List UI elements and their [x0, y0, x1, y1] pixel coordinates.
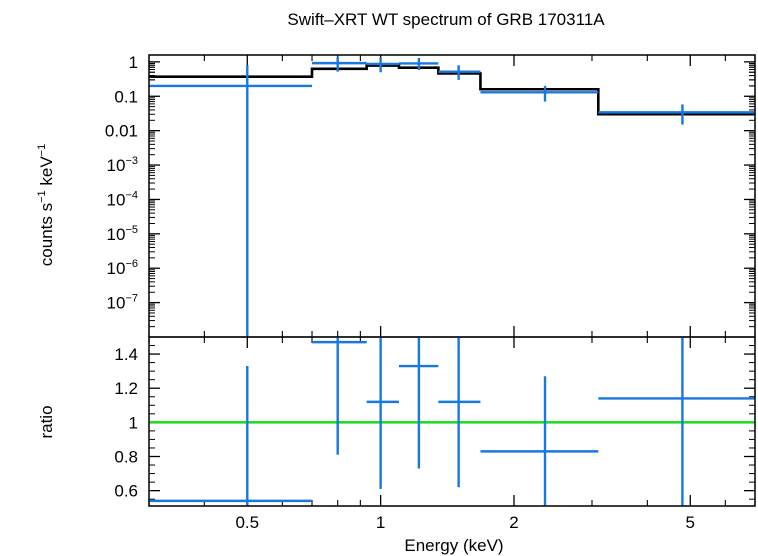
ratio-y-tick-label: 0.6 [114, 482, 138, 501]
spectrum-data-point [438, 65, 481, 80]
spectrum-y-tick-label: 10−3 [107, 155, 138, 175]
spectrum-data-point [312, 56, 367, 72]
x-tick-label: 2 [509, 513, 518, 532]
ratio-data-points [149, 337, 755, 506]
outer-frame [148, 54, 756, 507]
spectrum-data-points [149, 56, 755, 337]
ratio-data-point [366, 337, 399, 489]
ratio-y-tick-label: 1 [129, 413, 138, 432]
spectrum-y-axis-label: counts s−1 keV−1 [36, 144, 56, 266]
x-tick-label: 1 [376, 513, 385, 532]
y-label-exp1: −1 [36, 190, 48, 203]
ratio-y-tick-label: 1.4 [114, 345, 138, 364]
spectrum-data-point [598, 104, 755, 125]
y-label-counts: counts s [37, 203, 56, 266]
spectrum-frame [148, 54, 756, 338]
spectrum-data-point [398, 57, 439, 71]
ratio-data-point [312, 337, 367, 455]
chart-title: Swift–XRT WT spectrum of GRB 170311A [287, 10, 605, 29]
ratio-data-point [598, 337, 755, 506]
spectrum-y-tick-label: 1 [129, 53, 138, 72]
spectrum-y-tick-label: 10−5 [107, 224, 138, 244]
ratio-data-point [398, 337, 439, 469]
spectrum-y-tick-label: 0.01 [105, 122, 138, 141]
spectrum-y-tick-label: 10−7 [107, 293, 138, 313]
ratio-panel: 0.5 1 2 5 0.6 0.8 1 1.2 1.4 [114, 54, 756, 532]
y-label-kev: keV [37, 156, 56, 191]
x-tick-label: 5 [686, 513, 695, 532]
spectrum-data-point [149, 65, 313, 337]
x-tick-label: 0.5 [235, 513, 259, 532]
y-label-exp2: −1 [36, 144, 48, 157]
spectrum-data-point [366, 57, 399, 73]
spectrum-y-tick-label: 10−6 [107, 258, 138, 278]
ratio-y-axis-label: ratio [37, 405, 56, 438]
spectrum-y-tick-label: 0.1 [114, 87, 138, 106]
ratio-data-point [149, 366, 313, 506]
ratio-y-tick-label: 0.8 [114, 447, 138, 466]
x-axis-label: Energy (keV) [404, 536, 503, 555]
ratio-data-point [438, 337, 481, 488]
spectrum-y-tick-label: 10−4 [107, 189, 138, 209]
model-step-line [149, 64, 755, 116]
ratio-data-point [480, 376, 599, 506]
spectrum-panel: 1 0.1 0.01 10−3 10−4 10−5 10−6 10−7 [105, 53, 756, 338]
ratio-y-tick-label: 1.2 [114, 379, 138, 398]
spectrum-data-point [480, 85, 599, 102]
